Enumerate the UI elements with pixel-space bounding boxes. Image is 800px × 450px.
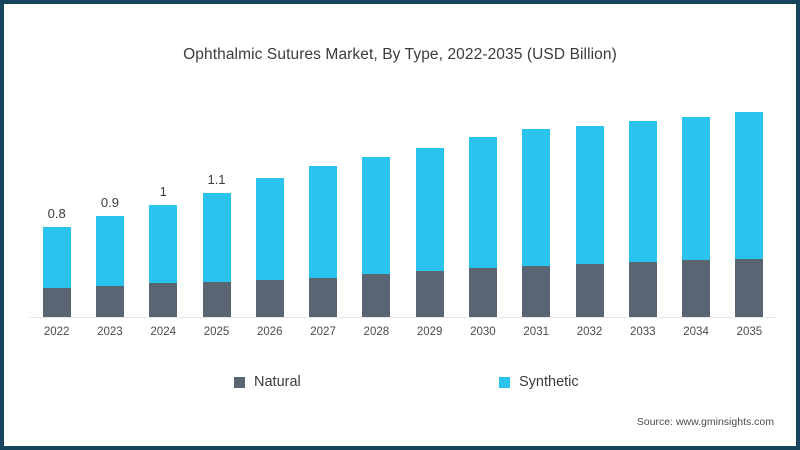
x-tick-label: 2024 [150,326,176,338]
legend-item-natural[interactable]: Natural [234,374,301,390]
x-tick-label: 2030 [470,326,496,338]
bar-group[interactable] [682,116,711,317]
bar-value-label: 1.1 [207,172,226,188]
bar-segment-natural[interactable] [202,282,231,317]
x-tick-label: 2025 [203,326,230,338]
x-tick-label: 2034 [683,326,709,338]
bar-segment-synthetic[interactable] [575,125,604,265]
bar-segment-natural[interactable] [95,285,124,317]
bar-segment-synthetic[interactable] [309,166,338,278]
bar-segment-natural[interactable] [362,274,391,317]
bar-group[interactable]: 1 [149,184,178,317]
bar-segment-synthetic[interactable] [255,177,284,280]
bar-group[interactable] [362,157,391,317]
bar-group[interactable]: 0.8 [42,206,71,317]
bar-segment-natural[interactable] [628,261,657,317]
bar-segment-natural[interactable] [575,264,604,317]
x-axis-tick-labels: 2022 2023 2024 2025 2026 2027 2028 2029 2030 2031… [30,326,776,346]
bar-segment-synthetic[interactable] [628,121,657,262]
bar-segment-natural[interactable] [42,287,71,317]
bar-segment-natural[interactable] [309,277,338,317]
bar-group[interactable] [309,166,338,317]
bar-group[interactable] [255,177,284,317]
bar-group[interactable] [522,129,551,317]
bar-segment-synthetic[interactable] [522,129,551,267]
x-tick-label: 2035 [736,326,763,338]
x-tick-label: 2029 [416,326,443,338]
bar-group[interactable] [468,137,497,317]
x-tick-label: 2033 [629,326,656,338]
x-tick-label: 2032 [576,326,603,338]
bar-value-label: 0.9 [100,194,119,210]
bar-segment-synthetic[interactable] [468,137,497,268]
bar-segment-natural[interactable] [149,283,178,317]
bar-segment-natural[interactable] [735,258,764,317]
bar-segment-synthetic[interactable] [735,112,764,259]
x-tick-label: 2026 [256,326,283,338]
bar-segment-synthetic[interactable] [202,193,231,283]
bar-group[interactable] [628,121,657,317]
legend-label-natural: Natural [254,374,301,390]
legend-item-synthetic[interactable]: Synthetic [499,374,579,390]
chart-legend: Natural Synthetic [4,374,796,398]
bar-segment-synthetic[interactable] [415,148,444,271]
bar-segment-synthetic[interactable] [149,204,178,284]
x-tick-label: 2031 [523,326,549,338]
bar-group[interactable] [415,148,444,317]
bar-group[interactable]: 1.1 [202,172,231,317]
bar-segment-natural[interactable] [255,279,284,317]
bar-group[interactable]: 0.9 [95,195,124,317]
bar-segment-natural[interactable] [415,270,444,317]
x-axis-baseline [30,317,776,318]
legend-label-synthetic: Synthetic [519,374,579,390]
legend-swatch-natural-icon [234,376,245,388]
bar-group[interactable] [575,125,604,317]
chart-title: Ophthalmic Sutures Market, By Type, 2022… [183,46,617,63]
bar-segment-natural[interactable] [468,267,497,317]
x-tick-label: 2028 [363,326,390,338]
x-tick-label: 2027 [310,326,336,338]
x-tick-label: 2022 [43,326,70,338]
bar-segment-natural[interactable] [522,266,551,317]
bar-segment-synthetic[interactable] [95,215,124,286]
plot-area: 0.8 0.9 1 1.1 [30,92,776,318]
bar-group[interactable] [735,112,764,317]
source-note: Source: www.gminsights.com [636,416,774,428]
bar-segment-natural[interactable] [682,259,711,317]
bar-segment-synthetic[interactable] [682,116,711,260]
bar-segment-synthetic[interactable] [362,157,391,275]
bar-segment-synthetic[interactable] [42,227,71,288]
bar-value-label: 0.8 [47,206,66,221]
x-tick-label: 2023 [97,326,123,338]
legend-swatch-synthetic-icon [499,376,510,388]
bar-value-label: 1 [159,183,167,199]
